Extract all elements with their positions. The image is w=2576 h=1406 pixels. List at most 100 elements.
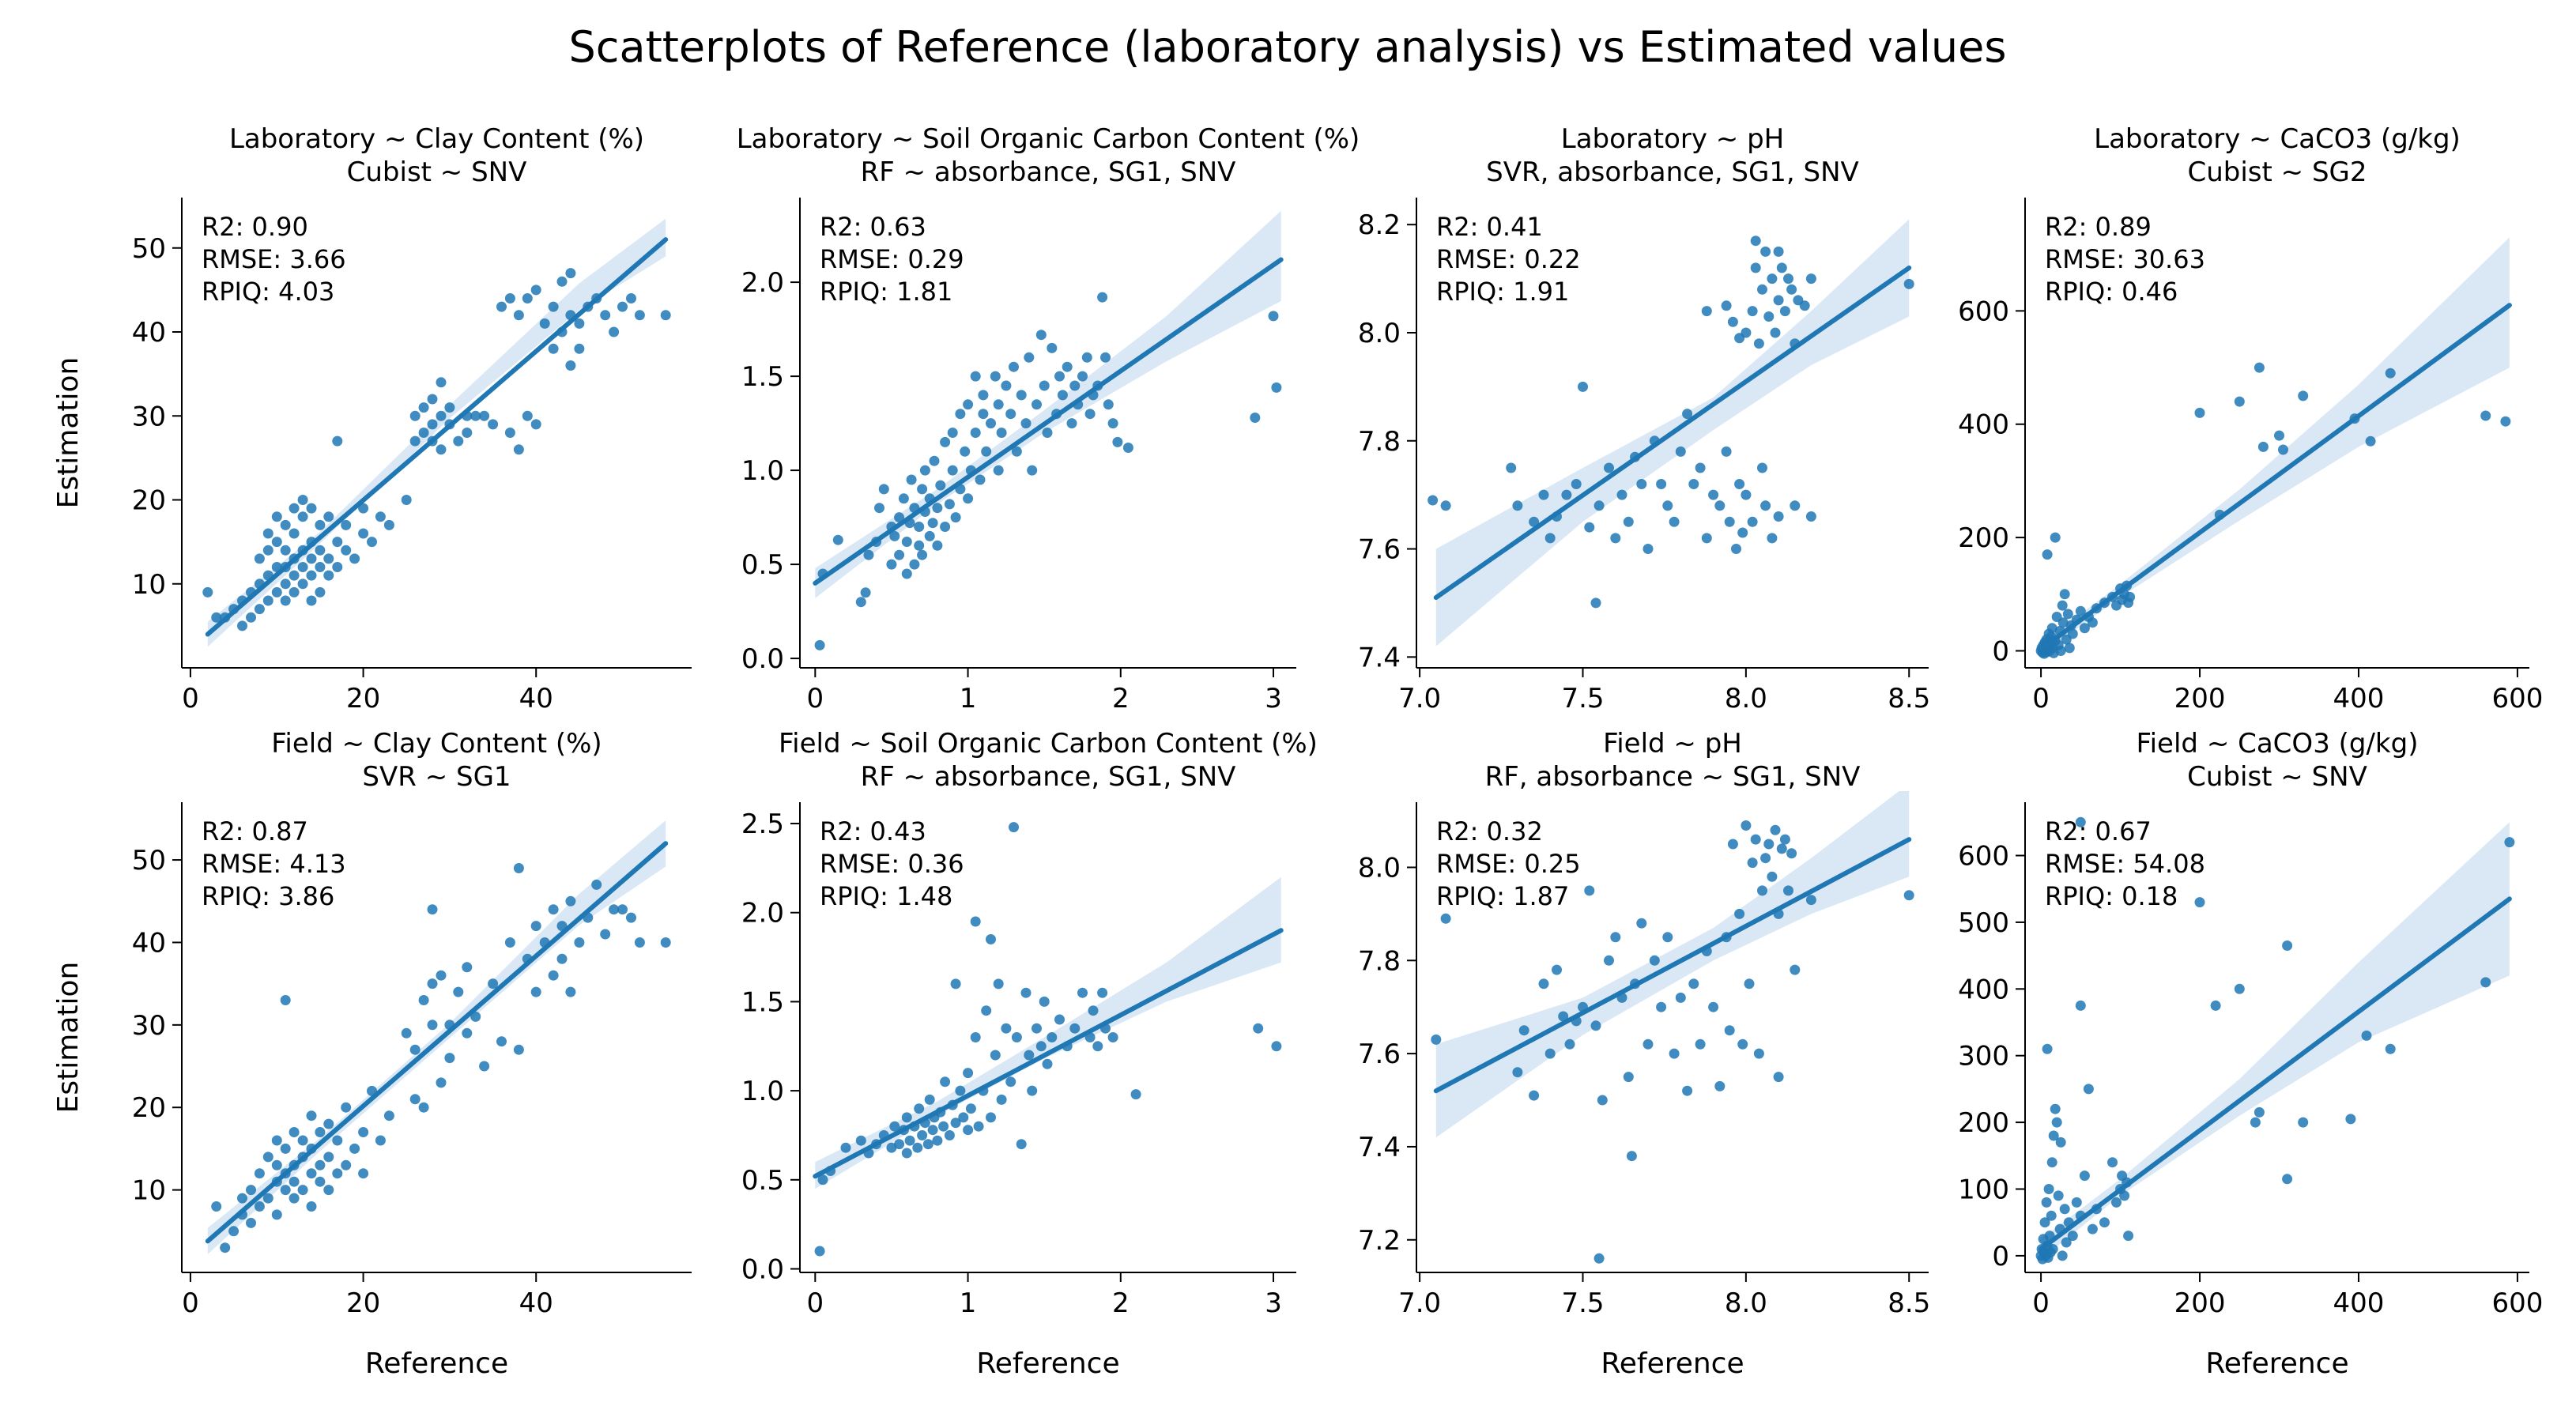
scatter-point: [220, 1242, 231, 1253]
stat-annotation: RMSE: 30.63: [2045, 244, 2205, 274]
y-tick-label: 2.0: [741, 898, 784, 929]
x-tick-label: 7.0: [1398, 1287, 1441, 1319]
scatter-point: [315, 519, 326, 530]
scatter-point: [1081, 352, 1092, 363]
scatter-point: [1734, 908, 1745, 919]
scatter-point: [1529, 1090, 1540, 1101]
x-tick-label: 2: [1112, 1287, 1130, 1319]
scatter-point: [1506, 462, 1517, 473]
scatter-point: [1032, 1023, 1042, 1034]
scatter-point: [894, 512, 905, 523]
scatter-point: [1035, 330, 1047, 341]
stat-annotation: RPIQ: 3.86: [202, 881, 334, 911]
scatter-point: [1011, 1032, 1022, 1042]
scatter-point: [975, 474, 986, 485]
x-tick-label: 0: [182, 683, 199, 714]
scatter-point: [1786, 284, 1797, 295]
panel-title: Field ~ CaCO3 (g/kg): [2137, 728, 2419, 760]
scatter-point: [271, 586, 282, 597]
scatter-point: [1675, 992, 1686, 1003]
y-tick-label: 0.0: [741, 1253, 784, 1285]
scatter-point: [1024, 352, 1035, 363]
y-tick-label: 7.8: [1358, 945, 1401, 977]
scatter-point: [297, 1135, 308, 1146]
scatter-point: [349, 1143, 360, 1154]
scatter-point: [958, 1112, 969, 1123]
scatter-point: [1122, 443, 1133, 453]
scatter-point: [262, 1152, 273, 1163]
regression-line: [813, 928, 1284, 1179]
x-tick-label: 600: [2491, 1287, 2543, 1319]
y-tick-label: 1.0: [741, 455, 784, 487]
scatter-point: [1767, 533, 1778, 544]
scatter-point: [906, 474, 917, 485]
scatter-point: [960, 446, 971, 457]
stat-annotation: R2: 0.32: [1436, 816, 1543, 846]
scatter-point: [1020, 418, 1032, 429]
scatter-point: [617, 301, 628, 312]
scatter-point: [1714, 500, 1726, 511]
scatter-point: [383, 519, 394, 530]
scatter-point: [1701, 306, 1712, 317]
scatter-point: [565, 268, 576, 279]
scatter-point: [993, 978, 1004, 989]
y-tick-label: 400: [1958, 409, 2009, 441]
scatter-point: [513, 310, 524, 321]
scatter-point: [522, 293, 533, 303]
scatter-point: [1107, 1032, 1118, 1042]
scatter-point: [280, 595, 291, 606]
scatter-point: [280, 995, 291, 1005]
scatter-point: [565, 360, 576, 371]
scatter-point: [970, 371, 981, 382]
scatter-point: [2059, 1204, 2070, 1215]
scatter-point: [2087, 617, 2098, 628]
scatter-point: [1268, 311, 1279, 322]
scatter-point: [1538, 978, 1549, 989]
y-tick-label: 100: [1958, 1174, 2009, 1206]
scatter-point: [409, 1044, 421, 1055]
scatter-point: [2046, 1210, 2057, 1221]
scatter-point: [1682, 409, 1693, 420]
scatter-point: [1753, 1048, 1764, 1059]
regression-line: [205, 237, 669, 637]
x-tick-label: 1: [960, 683, 977, 714]
scatter-point: [1741, 327, 1752, 338]
y-axis-label: Estimation: [52, 962, 85, 1114]
scatter-point: [901, 537, 912, 547]
scatter-point: [1529, 516, 1540, 527]
x-tick-label: 0: [182, 1287, 199, 1319]
x-tick-label: 0: [807, 1287, 824, 1319]
x-tick-label: 200: [2174, 1287, 2226, 1319]
stat-annotation: R2: 0.41: [1436, 212, 1543, 242]
scatter-point: [2480, 410, 2491, 421]
scatter-point: [1656, 479, 1667, 489]
scatter-point: [341, 1159, 352, 1170]
scatter-point: [1590, 597, 1601, 609]
y-tick-label: 500: [1958, 907, 2009, 939]
scatter-point: [436, 377, 447, 388]
scatter-point: [427, 978, 438, 989]
scatter-point: [289, 586, 300, 597]
scatter-point: [246, 1185, 256, 1196]
scatter-point: [2043, 1184, 2054, 1194]
scatter-point: [1564, 1038, 1575, 1050]
scatter-point: [855, 1135, 866, 1146]
scatter-point: [289, 1127, 300, 1137]
scatter-point: [940, 436, 951, 447]
scatter-point: [1636, 918, 1647, 929]
scatter-point: [2062, 609, 2073, 620]
scatter-point: [315, 1159, 326, 1170]
y-tick-label: 20: [132, 1092, 166, 1124]
scatter-point: [1593, 500, 1605, 511]
figure-title: Scatterplots of Reference (laboratory an…: [569, 22, 2007, 72]
y-tick-label: 30: [132, 1010, 166, 1042]
scatter-point: [2057, 617, 2069, 628]
scatter-point: [1770, 327, 1781, 338]
stat-annotation: R2: 0.87: [202, 816, 308, 846]
confidence-band: [815, 876, 1281, 1189]
scatter-point: [863, 549, 874, 560]
x-tick-label: 7.5: [1561, 1287, 1604, 1319]
scatter-point: [1544, 533, 1556, 544]
regression-line: [205, 841, 669, 1244]
scatter-point: [2083, 1084, 2094, 1095]
